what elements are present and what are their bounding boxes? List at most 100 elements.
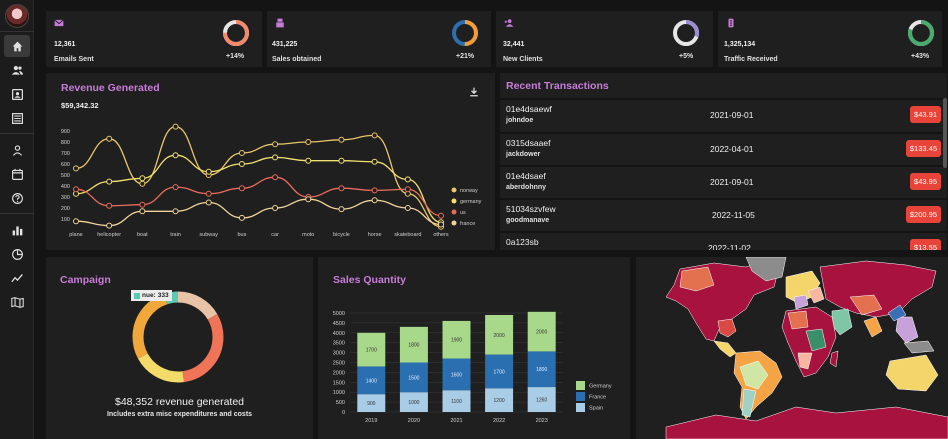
scrollbar[interactable] (943, 98, 947, 168)
stat-card-emails: 12,361 Emails Sent +14% (46, 11, 262, 67)
data-point[interactable] (272, 174, 279, 181)
data-point[interactable] (238, 214, 245, 221)
bar-value-label: 1800 (536, 367, 547, 373)
stat-percent: +43% (911, 53, 930, 60)
y-tick-label: 100 (61, 217, 70, 223)
data-point[interactable] (172, 123, 179, 130)
y-tick-label: 5000 (333, 311, 345, 317)
sidebar-item-profile[interactable] (4, 139, 30, 161)
data-point[interactable] (438, 221, 444, 228)
data-point[interactable] (272, 141, 279, 148)
transaction-row[interactable]: 01e4dsaef aberdohnny 2021-09-01 $43.95 (500, 165, 947, 195)
data-point[interactable] (106, 178, 113, 185)
pie-slice[interactable] (132, 291, 224, 383)
bar-segment[interactable] (399, 326, 428, 363)
y-tick-label: 3500 (333, 341, 345, 347)
data-point[interactable] (404, 205, 411, 211)
sidebar-divider (0, 133, 34, 134)
data-point[interactable] (172, 184, 179, 191)
transaction-row[interactable]: 01e4dsaewf johndoe 2021-09-01 $43.91 (500, 98, 947, 128)
data-point[interactable] (238, 185, 245, 192)
data-point[interactable] (305, 157, 312, 164)
email-icon (54, 19, 64, 27)
data-point[interactable] (172, 208, 179, 215)
x-tick-label: plane (69, 232, 82, 238)
data-point[interactable] (106, 202, 113, 209)
pie-slice[interactable] (132, 291, 224, 383)
bar-segment[interactable] (527, 351, 556, 388)
world-choropleth-map[interactable] (636, 257, 948, 439)
data-point[interactable] (305, 139, 312, 145)
data-point[interactable] (371, 132, 378, 139)
data-point[interactable] (205, 199, 212, 206)
legend-swatch (451, 187, 457, 193)
y-tick-label: 500 (61, 173, 70, 179)
data-point[interactable] (73, 165, 79, 172)
sidebar-item-team[interactable] (4, 59, 30, 81)
data-point[interactable] (338, 185, 345, 192)
data-point[interactable] (238, 150, 245, 156)
bar-segment[interactable] (442, 358, 471, 391)
map-region (745, 257, 787, 282)
bar-segment[interactable] (357, 366, 386, 395)
data-point[interactable] (371, 187, 378, 194)
bar-segment[interactable] (357, 394, 386, 412)
data-point[interactable] (238, 161, 245, 167)
bar-segment[interactable] (442, 320, 471, 359)
bar-segment[interactable] (442, 390, 471, 412)
campaign-donut-chart (132, 291, 224, 383)
stat-progress-ring (673, 20, 699, 46)
bar-segment[interactable] (485, 354, 514, 389)
sidebar-item-contacts[interactable] (4, 83, 30, 105)
help-icon (11, 192, 23, 204)
bar-segment[interactable] (485, 314, 514, 355)
campaign-amount: $48,352 revenue generated (114, 396, 245, 408)
data-point[interactable] (139, 175, 146, 182)
bar-segment[interactable] (399, 362, 428, 393)
data-point[interactable] (73, 186, 79, 193)
data-point[interactable] (106, 222, 113, 229)
pie-slice[interactable] (132, 291, 224, 383)
data-point[interactable] (272, 205, 279, 211)
data-point[interactable] (338, 157, 345, 164)
data-point[interactable] (139, 208, 146, 215)
data-point[interactable] (205, 190, 212, 197)
sidebar-item-bar-chart[interactable] (4, 219, 30, 241)
data-point[interactable] (73, 218, 79, 225)
transaction-row[interactable]: 0315dsaaef jackdower 2022-04-01 $133.45 (500, 132, 947, 162)
sidebar-item-line-chart[interactable] (4, 267, 30, 289)
sidebar-item-geography[interactable] (4, 291, 30, 313)
sidebar-item-pie-chart[interactable] (4, 243, 30, 265)
data-point[interactable] (272, 154, 279, 161)
data-point[interactable] (404, 186, 411, 193)
transaction-amount: $43.95 (910, 173, 941, 190)
download-icon[interactable] (469, 87, 479, 97)
data-point[interactable] (438, 212, 444, 219)
sidebar-item-calendar[interactable] (4, 163, 30, 185)
data-point[interactable] (305, 196, 312, 203)
transaction-row[interactable]: 0a123sb 2022-11-02 $13.55 (500, 231, 947, 250)
data-point[interactable] (371, 197, 378, 204)
transaction-row[interactable]: 51034szvfew goodmanave 2022-11-05 $200.9… (500, 198, 947, 228)
bar-segment[interactable] (357, 332, 386, 367)
pie-slice[interactable] (132, 291, 224, 383)
data-point[interactable] (338, 136, 345, 143)
bar-segment[interactable] (527, 311, 556, 352)
data-point[interactable] (371, 158, 378, 165)
sidebar-item-dashboard[interactable] (4, 35, 30, 57)
bar-segment[interactable] (485, 388, 514, 412)
data-point[interactable] (404, 176, 411, 183)
data-point[interactable] (139, 180, 146, 187)
avatar[interactable] (5, 4, 29, 28)
sidebar-item-invoices[interactable] (4, 107, 30, 129)
bar-segment[interactable] (399, 392, 428, 412)
stat-label: Traffic Received (724, 56, 778, 63)
sidebar-item-faq[interactable] (4, 187, 30, 209)
data-point[interactable] (172, 152, 179, 159)
data-point[interactable] (338, 206, 345, 213)
sidebar-divider (0, 31, 34, 32)
bar-segment[interactable] (527, 387, 556, 412)
data-point[interactable] (205, 168, 212, 175)
data-point[interactable] (139, 201, 146, 208)
data-point[interactable] (106, 135, 113, 142)
